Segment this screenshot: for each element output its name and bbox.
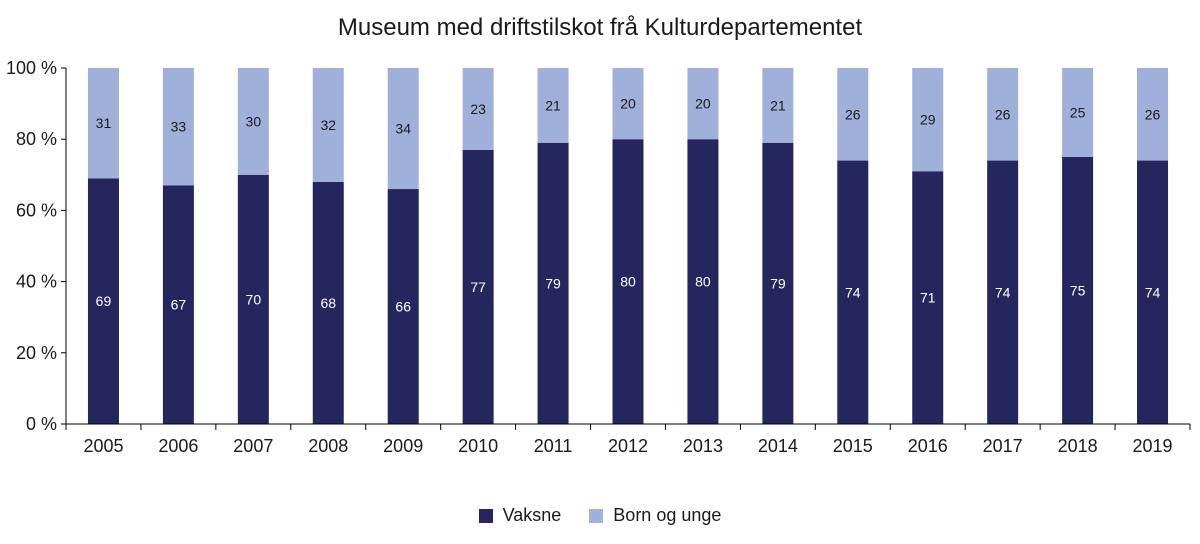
bar-vaksne-2014: [762, 142, 794, 424]
data-label-vaksne-2016: 71: [920, 290, 936, 306]
y-tick-label: 100 %: [6, 58, 57, 78]
data-label-vaksne-2012: 80: [620, 274, 636, 290]
bar-vaksne-2012: [612, 139, 644, 424]
x-tick-label: 2009: [383, 436, 423, 456]
x-tick-label: 2013: [683, 436, 723, 456]
bar-born-og-unge-2010: [462, 68, 494, 150]
data-label-vaksne-2007: 70: [246, 291, 262, 307]
data-label-born-og-unge-2006: 33: [171, 119, 187, 135]
bar-born-og-unge-2009: [387, 68, 419, 190]
bar-vaksne-2015: [837, 160, 869, 424]
y-tick-label: 60 %: [16, 200, 57, 220]
data-label-vaksne-2013: 80: [695, 274, 711, 290]
bar-born-og-unge-2018: [1062, 68, 1094, 157]
data-label-born-og-unge-2011: 21: [545, 97, 561, 113]
y-tick-label: 0 %: [26, 414, 57, 434]
y-tick-label: 80 %: [16, 129, 57, 149]
chart-plot: 0 % 20 % 40 % 60 % 80 % 100 % 69 31 67 33 70 30 68 3…: [6, 58, 1191, 456]
data-label-born-og-unge-2009: 34: [395, 121, 411, 137]
bar-born-og-unge-2017: [987, 68, 1019, 161]
data-label-born-og-unge-2013: 20: [695, 96, 711, 112]
x-tick-label: 2006: [158, 436, 198, 456]
x-tick-label: 2011: [534, 436, 573, 456]
x-tick-label: 2018: [1058, 436, 1098, 456]
data-label-vaksne-2010: 77: [470, 279, 486, 295]
data-label-born-og-unge-2017: 26: [995, 106, 1011, 122]
data-label-born-og-unge-2010: 23: [470, 101, 486, 117]
data-label-vaksne-2014: 79: [770, 275, 786, 291]
legend-label-vaksne: Vaksne: [502, 505, 562, 525]
x-tick-label: 2019: [1133, 436, 1173, 456]
x-tick-label: 2012: [608, 436, 648, 456]
x-tick-label: 2010: [458, 436, 498, 456]
x-tick-label: 2016: [908, 436, 948, 456]
data-label-born-og-unge-2018: 25: [1070, 105, 1086, 121]
bar-born-og-unge-2012: [612, 68, 644, 140]
y-axis: 0 % 20 % 40 % 60 % 80 % 100 %: [6, 58, 67, 434]
legend: Vaksne Born og unge: [0, 505, 1200, 526]
data-label-born-og-unge-2019: 26: [1145, 106, 1161, 122]
x-tick-label: 2008: [308, 436, 348, 456]
data-label-vaksne-2008: 68: [320, 295, 336, 311]
data-label-vaksne-2017: 74: [995, 284, 1011, 300]
bar-born-og-unge-2016: [912, 68, 944, 172]
data-label-vaksne-2006: 67: [171, 297, 187, 313]
bar-vaksne-2008: [312, 181, 344, 424]
data-label-born-og-unge-2015: 26: [845, 106, 861, 122]
bars: 69 31 67 33 70 30 68 32 66 34 77 23 79 21 80 20 80 20 79 21…: [87, 68, 1169, 424]
bar-vaksne-2017: [987, 160, 1019, 424]
bar-vaksne-2009: [387, 189, 419, 424]
bar-vaksne-2007: [237, 174, 269, 424]
chart-title: Museum med driftstilskot frå Kulturdepar…: [337, 14, 863, 41]
bar-born-og-unge-2007: [237, 68, 269, 175]
bar-born-og-unge-2019: [1137, 68, 1169, 161]
data-label-born-og-unge-2016: 29: [920, 112, 936, 128]
data-label-born-og-unge-2005: 31: [96, 115, 112, 131]
bar-born-og-unge-2011: [537, 68, 569, 143]
y-tick-label: 40 %: [16, 272, 57, 292]
data-label-vaksne-2018: 75: [1070, 283, 1086, 299]
x-axis: 2005 2006 2007 2008 2009 2010 2011 2012 2013 2014…: [65, 423, 1191, 456]
y-tick-label: 20 %: [16, 343, 57, 363]
bar-vaksne-2016: [912, 171, 944, 424]
legend-item-vaksne: Vaksne: [478, 505, 562, 526]
bar-born-og-unge-2014: [762, 68, 794, 143]
data-label-born-og-unge-2014: 21: [770, 97, 786, 113]
data-label-born-og-unge-2012: 20: [620, 96, 636, 112]
legend-label-born-og-unge: Born og unge: [613, 505, 722, 525]
bar-vaksne-2013: [687, 139, 719, 424]
bar-born-og-unge-2008: [312, 68, 344, 182]
x-tick-label: 2017: [983, 436, 1023, 456]
x-tick-label: 2014: [758, 436, 798, 456]
bar-born-og-unge-2006: [162, 68, 194, 186]
data-label-vaksne-2011: 79: [545, 275, 561, 291]
legend-swatch-vaksne: [478, 508, 493, 523]
data-label-born-og-unge-2008: 32: [320, 117, 336, 133]
bar-born-og-unge-2015: [837, 68, 869, 161]
bar-vaksne-2018: [1062, 157, 1094, 424]
bar-vaksne-2005: [87, 178, 119, 424]
bar-vaksne-2019: [1137, 160, 1169, 424]
data-label-vaksne-2009: 66: [395, 299, 411, 315]
data-label-vaksne-2015: 74: [845, 284, 861, 300]
data-label-vaksne-2019: 74: [1145, 284, 1161, 300]
legend-swatch-born-og-unge: [589, 508, 604, 523]
bar-vaksne-2010: [462, 149, 494, 424]
x-tick-label: 2005: [83, 436, 123, 456]
x-tick-label: 2015: [833, 436, 873, 456]
x-tick-label: 2007: [233, 436, 273, 456]
data-label-vaksne-2005: 69: [96, 293, 112, 309]
bar-born-og-unge-2005: [87, 68, 119, 179]
data-label-born-og-unge-2007: 30: [246, 113, 262, 129]
bar-vaksne-2011: [537, 142, 569, 424]
bar-vaksne-2006: [162, 185, 194, 424]
bar-born-og-unge-2013: [687, 68, 719, 140]
legend-item-born-og-unge: Born og unge: [589, 505, 721, 526]
